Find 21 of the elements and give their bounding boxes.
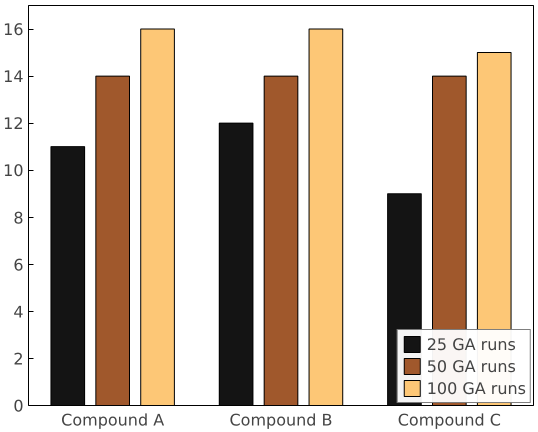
- y-tick-label: 10: [3, 161, 24, 180]
- x-tick-label: Compound C: [398, 410, 501, 430]
- legend-label: 100 GA runs: [426, 378, 526, 398]
- bar: [95, 76, 130, 406]
- y-tick-label: 0: [13, 396, 24, 416]
- bar: [50, 146, 86, 406]
- legend-label: 50 GA runs: [426, 356, 516, 376]
- y-tick-label: 12: [3, 114, 24, 134]
- bar: [140, 28, 175, 406]
- y-tick-label: 4: [13, 302, 24, 322]
- y-tick-label: 8: [13, 208, 24, 228]
- bar: [218, 122, 254, 406]
- bar: [308, 28, 344, 406]
- y-tick-label: 14: [3, 67, 24, 86]
- y-tick-label: 6: [13, 255, 24, 274]
- x-tick-label: Compound B: [230, 410, 333, 430]
- legend-label: 25 GA runs: [426, 334, 516, 354]
- bar: [264, 76, 298, 406]
- y-tick-label: 16: [3, 20, 24, 40]
- y-tick-label: 2: [13, 349, 24, 368]
- x-tick-label: Compound A: [61, 410, 164, 430]
